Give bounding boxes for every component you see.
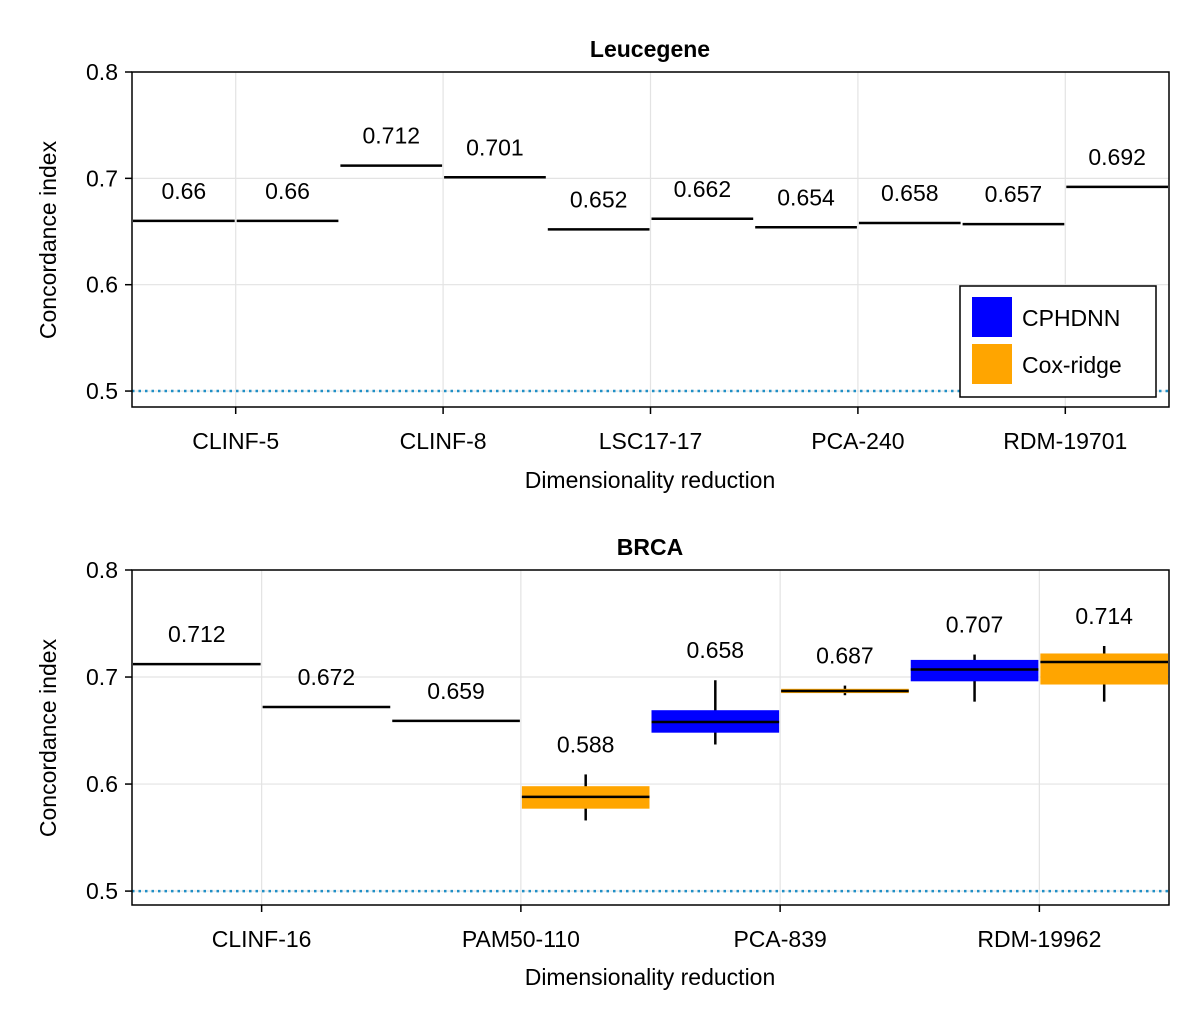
data-label: 0.712 [362,123,420,149]
data-label: 0.712 [168,621,226,647]
x-tick-label: PCA-240 [811,428,904,454]
data-label: 0.662 [674,176,732,202]
panel-brca: BRCA 0.712 0.659 0.658 0.707 0.672 0.588 0.687… [35,534,1170,990]
x-tick-label: CLINF-16 [212,926,312,952]
box [1040,653,1168,685]
y-tick-label: 0.6 [86,272,118,298]
x-tick-label: LSC17-17 [599,428,703,454]
x-ticks: CLINF-5 CLINF-8 LSC17-17 PCA-240 RDM-19701 [192,407,1127,454]
y-tick-label: 0.5 [86,878,118,904]
y-tick-label: 0.6 [86,771,118,797]
y-tick-label: 0.5 [86,378,118,404]
y-ticks: 0.5 0.6 0.7 0.8 [86,557,132,904]
panel-title: BRCA [617,534,683,560]
x-tick-label: CLINF-8 [400,428,487,454]
marks: 0.66 0.712 0.652 0.654 0.657 0.66 0.701 0.662 0.… [133,123,1168,231]
data-label: 0.654 [777,184,835,210]
data-label: 0.66 [161,178,206,204]
y-axis-label: Concordance index [35,140,61,339]
panel-title: Leucegene [590,36,710,62]
grid [132,569,1169,905]
data-label: 0.707 [946,612,1004,638]
y-tick-label: 0.7 [86,664,118,690]
x-tick-label: CLINF-5 [192,428,279,454]
marks: 0.712 0.659 0.658 0.707 0.672 0.588 0.687 0.714 [133,603,1168,821]
x-axis-label: Dimensionality reduction [525,964,776,990]
data-label: 0.701 [466,134,524,160]
data-label: 0.692 [1088,144,1146,170]
data-label: 0.66 [265,178,310,204]
data-label: 0.687 [816,643,874,669]
data-label: 0.588 [557,731,615,757]
legend-label-cphdnn: CPHDNN [1022,305,1120,331]
data-label: 0.672 [298,664,356,690]
x-ticks: CLINF-16 PAM50-110 PCA-839 RDM-19962 [212,905,1101,952]
data-label: 0.652 [570,186,628,212]
y-tick-label: 0.8 [86,557,118,583]
x-tick-label: RDM-19701 [1003,428,1127,454]
data-label: 0.657 [985,181,1043,207]
legend-swatch-coxridge [972,344,1012,384]
x-axis-label: Dimensionality reduction [525,467,776,493]
legend: CPHDNN Cox-ridge [959,285,1157,398]
data-label: 0.658 [687,637,745,663]
x-tick-label: RDM-19962 [977,926,1101,952]
data-label: 0.658 [881,180,939,206]
y-tick-label: 0.7 [86,165,118,191]
legend-label-coxridge: Cox-ridge [1022,352,1122,378]
x-tick-label: PAM50-110 [462,926,580,952]
y-axis-label: Concordance index [35,638,61,837]
plot-frame [131,569,1170,906]
y-ticks: 0.5 0.6 0.7 0.8 [86,59,132,404]
y-tick-label: 0.8 [86,59,118,85]
legend-swatch-cphdnn [972,297,1012,337]
data-label: 0.714 [1075,603,1133,629]
data-label: 0.659 [427,678,485,704]
x-tick-label: PCA-839 [733,926,826,952]
